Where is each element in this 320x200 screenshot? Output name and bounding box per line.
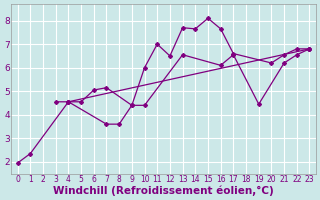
X-axis label: Windchill (Refroidissement éolien,°C): Windchill (Refroidissement éolien,°C)	[53, 185, 274, 196]
